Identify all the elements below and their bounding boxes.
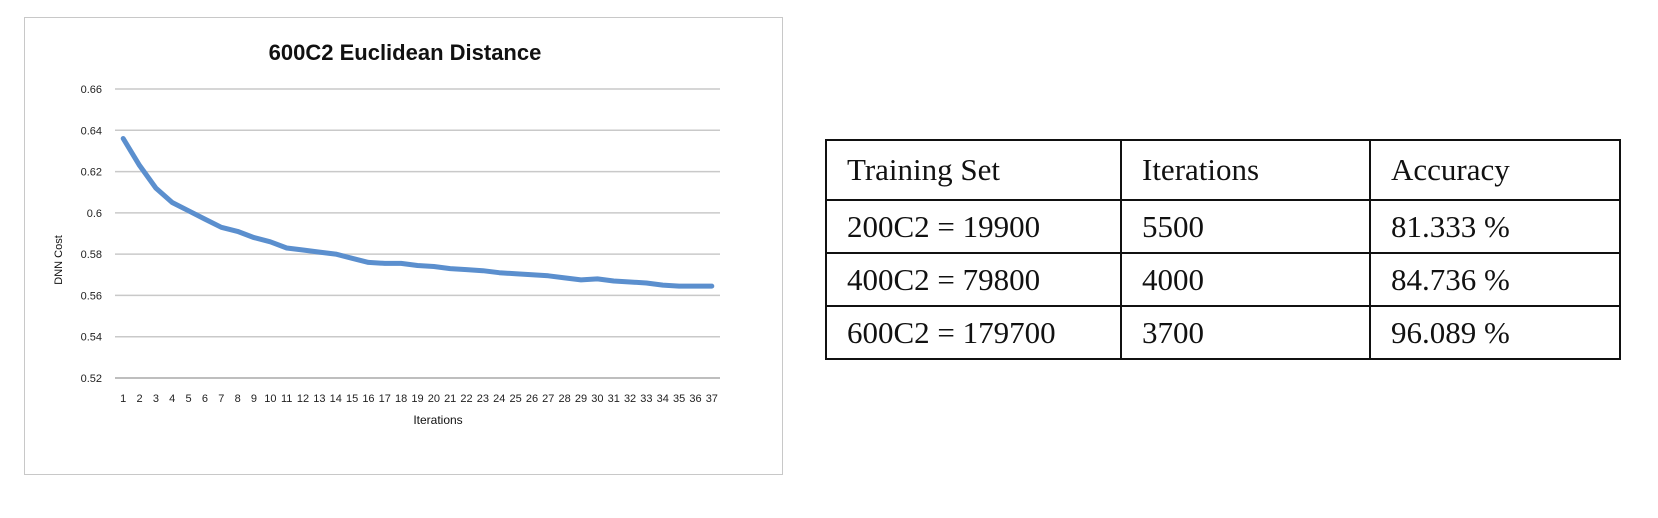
header-accuracy: Accuracy <box>1369 139 1621 201</box>
table-row: 600C2 = 179700 3700 96.089 % <box>825 305 1621 360</box>
x-tick-label: 37 <box>706 393 718 405</box>
x-tick-labels: 1 2 3 4 5 6 7 8 9 10 11 12 13 14 15 16 17 18 19 20 21 22 23 24 2… <box>120 393 718 405</box>
x-tick-label: 15 <box>346 393 358 405</box>
x-tick-label: 11 <box>281 393 292 405</box>
x-tick-label: 21 <box>444 393 456 405</box>
cell-training-set: 200C2 = 19900 <box>825 199 1122 254</box>
x-tick-label: 27 <box>542 393 554 405</box>
y-tick-label: 0.6 <box>87 208 102 220</box>
y-tick-label: 0.58 <box>81 249 102 261</box>
x-tick-label: 24 <box>493 393 505 405</box>
x-tick-label: 20 <box>428 393 440 405</box>
x-tick-label: 28 <box>559 393 571 405</box>
x-tick-label: 7 <box>218 393 224 405</box>
y-tick-label: 0.64 <box>81 125 102 137</box>
x-tick-label: 6 <box>202 393 208 405</box>
x-tick-label: 18 <box>395 393 407 405</box>
y-axis-label: DNN Cost <box>53 235 65 285</box>
x-tick-label: 22 <box>460 393 472 405</box>
grid-lines <box>115 88 720 379</box>
y-tick-label: 0.56 <box>81 290 102 302</box>
x-tick-label: 29 <box>575 393 587 405</box>
cell-accuracy: 84.736 % <box>1369 252 1621 307</box>
x-tick-label: 30 <box>591 393 603 405</box>
x-tick-label: 14 <box>330 393 342 405</box>
cell-training-set: 600C2 = 179700 <box>825 305 1122 360</box>
x-tick-label: 35 <box>673 393 685 405</box>
x-tick-label: 2 <box>136 393 142 405</box>
x-tick-label: 4 <box>169 393 175 405</box>
cell-accuracy: 96.089 % <box>1369 305 1621 360</box>
y-tick-label: 0.66 <box>81 84 102 96</box>
x-tick-label: 3 <box>153 393 159 405</box>
x-tick-label: 17 <box>379 393 391 405</box>
y-tick-labels: 0.52 0.54 0.56 0.58 0.6 0.62 0.64 0.66 <box>81 84 102 385</box>
y-tick-label: 0.62 <box>81 167 102 179</box>
cell-accuracy: 81.333 % <box>1369 199 1621 254</box>
x-tick-label: 5 <box>186 393 192 405</box>
cell-iterations: 5500 <box>1120 199 1371 254</box>
series-line <box>120 136 715 289</box>
header-training-set: Training Set <box>825 139 1122 201</box>
table-row: 200C2 = 19900 5500 81.333 % <box>825 199 1621 254</box>
x-tick-label: 19 <box>411 393 423 405</box>
cell-training-set: 400C2 = 79800 <box>825 252 1122 307</box>
table-row: 400C2 = 79800 4000 84.736 % <box>825 252 1621 307</box>
x-tick-label: 33 <box>640 393 652 405</box>
y-tick-label: 0.54 <box>81 332 102 344</box>
x-tick-label: 32 <box>624 393 636 405</box>
x-tick-label: 34 <box>657 393 669 405</box>
x-tick-label: 10 <box>264 393 276 405</box>
x-tick-label: 9 <box>251 393 257 405</box>
chart-title: 600C2 Euclidean Distance <box>269 40 542 65</box>
x-tick-label: 31 <box>608 393 620 405</box>
x-axis-label: Iterations <box>413 413 462 427</box>
table-header-row: Training Set Iterations Accuracy <box>825 139 1621 201</box>
x-tick-label: 1 <box>120 393 126 405</box>
x-tick-label: 36 <box>689 393 701 405</box>
x-tick-label: 13 <box>313 393 325 405</box>
cell-iterations: 4000 <box>1120 252 1371 307</box>
x-tick-label: 26 <box>526 393 538 405</box>
y-tick-label: 0.52 <box>81 373 102 385</box>
header-iterations: Iterations <box>1120 139 1371 201</box>
x-tick-label: 8 <box>235 393 241 405</box>
x-tick-label: 12 <box>297 393 309 405</box>
x-tick-label: 25 <box>509 393 521 405</box>
results-table: Training Set Iterations Accuracy 200C2 =… <box>825 139 1621 360</box>
x-tick-label: 23 <box>477 393 489 405</box>
cell-iterations: 3700 <box>1120 305 1371 360</box>
x-tick-label: 16 <box>362 393 374 405</box>
